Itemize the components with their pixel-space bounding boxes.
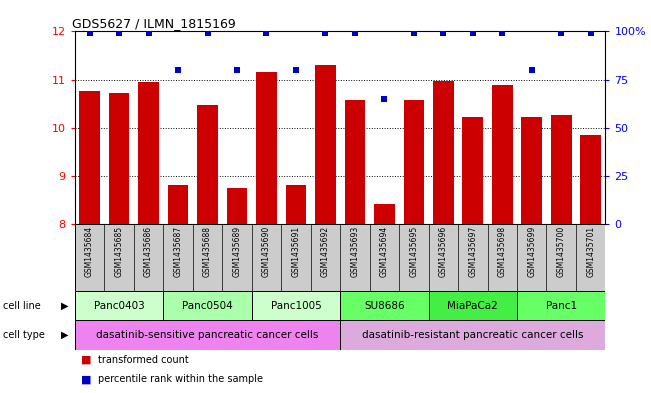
Text: GSM1435684: GSM1435684: [85, 226, 94, 277]
FancyBboxPatch shape: [163, 291, 252, 320]
Text: ■: ■: [81, 374, 92, 384]
Bar: [256, 72, 277, 393]
Text: ▶: ▶: [61, 330, 68, 340]
Text: ■: ■: [81, 354, 92, 365]
Point: [438, 30, 449, 37]
FancyBboxPatch shape: [428, 291, 517, 320]
Text: Panc0504: Panc0504: [182, 301, 233, 310]
Text: GSM1435694: GSM1435694: [380, 226, 389, 277]
FancyBboxPatch shape: [340, 320, 605, 350]
Text: percentile rank within the sample: percentile rank within the sample: [98, 374, 262, 384]
Text: GSM1435686: GSM1435686: [144, 226, 153, 277]
FancyBboxPatch shape: [75, 320, 340, 350]
Text: GSM1435700: GSM1435700: [557, 226, 566, 277]
Bar: [374, 204, 395, 393]
Point: [350, 30, 360, 37]
Bar: [404, 100, 424, 393]
Text: GSM1435697: GSM1435697: [468, 226, 477, 277]
Point: [143, 30, 154, 37]
Text: transformed count: transformed count: [98, 354, 188, 365]
Text: GSM1435699: GSM1435699: [527, 226, 536, 277]
Text: GSM1435688: GSM1435688: [203, 226, 212, 277]
Bar: [462, 117, 483, 393]
Text: cell line: cell line: [3, 301, 41, 310]
Text: dasatinib-sensitive pancreatic cancer cells: dasatinib-sensitive pancreatic cancer ce…: [96, 330, 319, 340]
Text: GSM1435695: GSM1435695: [409, 226, 419, 277]
Bar: [433, 81, 454, 393]
Text: SU8686: SU8686: [364, 301, 405, 310]
Text: cell type: cell type: [3, 330, 45, 340]
Bar: [197, 105, 218, 393]
Point: [85, 30, 95, 37]
Bar: [344, 100, 365, 393]
FancyBboxPatch shape: [340, 291, 428, 320]
Bar: [168, 185, 188, 393]
Bar: [581, 135, 601, 393]
Point: [379, 95, 389, 102]
Bar: [109, 93, 130, 393]
Bar: [138, 82, 159, 393]
Text: MiaPaCa2: MiaPaCa2: [447, 301, 498, 310]
Point: [467, 30, 478, 37]
Bar: [227, 188, 247, 393]
Text: ▶: ▶: [61, 301, 68, 310]
Point: [556, 30, 566, 37]
Point: [585, 30, 596, 37]
Text: dasatinib-resistant pancreatic cancer cells: dasatinib-resistant pancreatic cancer ce…: [362, 330, 583, 340]
Point: [202, 30, 213, 37]
Text: GSM1435690: GSM1435690: [262, 226, 271, 277]
Point: [320, 30, 331, 37]
Bar: [551, 115, 572, 393]
Bar: [79, 91, 100, 393]
Text: Panc1005: Panc1005: [271, 301, 322, 310]
FancyBboxPatch shape: [75, 224, 605, 291]
Text: GSM1435696: GSM1435696: [439, 226, 448, 277]
Bar: [315, 65, 336, 393]
Text: GDS5627 / ILMN_1815169: GDS5627 / ILMN_1815169: [72, 17, 236, 30]
Text: GSM1435693: GSM1435693: [350, 226, 359, 277]
Point: [232, 67, 242, 73]
Text: GSM1435698: GSM1435698: [498, 226, 506, 277]
Point: [261, 30, 271, 37]
Point: [114, 30, 124, 37]
Bar: [492, 85, 512, 393]
Point: [409, 30, 419, 37]
Text: Panc1: Panc1: [546, 301, 577, 310]
Text: GSM1435687: GSM1435687: [174, 226, 182, 277]
Text: GSM1435685: GSM1435685: [115, 226, 124, 277]
Text: Panc0403: Panc0403: [94, 301, 145, 310]
Text: GSM1435691: GSM1435691: [292, 226, 300, 277]
FancyBboxPatch shape: [75, 291, 163, 320]
Bar: [286, 185, 306, 393]
Text: GSM1435689: GSM1435689: [232, 226, 242, 277]
Bar: [521, 117, 542, 393]
Point: [497, 30, 508, 37]
FancyBboxPatch shape: [517, 291, 605, 320]
Point: [291, 67, 301, 73]
Point: [173, 67, 183, 73]
FancyBboxPatch shape: [252, 291, 340, 320]
Point: [527, 67, 537, 73]
Text: GSM1435692: GSM1435692: [321, 226, 330, 277]
Text: GSM1435701: GSM1435701: [586, 226, 595, 277]
